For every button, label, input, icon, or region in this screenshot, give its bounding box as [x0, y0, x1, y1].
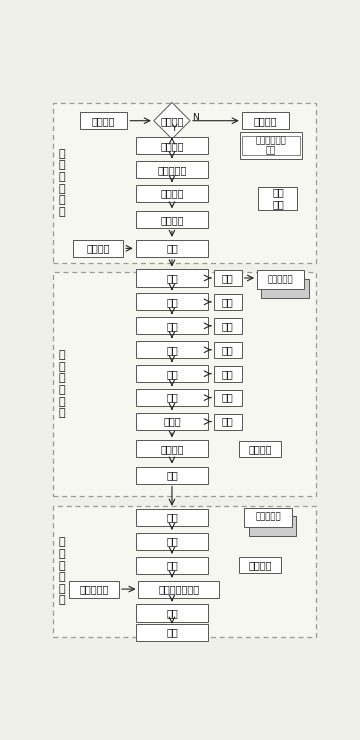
FancyBboxPatch shape — [240, 132, 302, 159]
Text: 称重: 称重 — [222, 393, 234, 403]
Text: 拒绝进入: 拒绝进入 — [254, 115, 277, 126]
Text: 去内脏: 去内脏 — [163, 417, 181, 426]
Text: 扫码: 扫码 — [166, 608, 178, 618]
Polygon shape — [154, 102, 190, 139]
Text: 检疫核查: 检疫核查 — [160, 115, 184, 126]
Text: 进入待宰区: 进入待宰区 — [157, 165, 186, 175]
FancyBboxPatch shape — [244, 508, 292, 527]
FancyBboxPatch shape — [136, 624, 208, 641]
Text: 挂钩标签: 挂钩标签 — [86, 243, 110, 253]
Text: 分割: 分割 — [166, 512, 178, 522]
FancyBboxPatch shape — [136, 389, 208, 406]
Text: 上流水线: 上流水线 — [160, 189, 184, 198]
FancyBboxPatch shape — [136, 293, 208, 311]
Text: 酮体称重: 酮体称重 — [160, 444, 184, 454]
FancyBboxPatch shape — [136, 212, 208, 229]
Text: N: N — [192, 112, 199, 122]
FancyBboxPatch shape — [214, 342, 242, 357]
Text: 称重: 称重 — [222, 273, 234, 283]
FancyBboxPatch shape — [136, 161, 208, 178]
FancyBboxPatch shape — [139, 581, 219, 598]
Text: 宰
前
准
备
阶
段: 宰 前 准 备 阶 段 — [59, 149, 66, 217]
Text: Y: Y — [171, 124, 177, 133]
FancyBboxPatch shape — [136, 240, 208, 257]
Text: 手持
终端: 手持 终端 — [272, 187, 284, 209]
Text: 放血: 放血 — [166, 273, 178, 283]
Text: 称重: 称重 — [222, 321, 234, 331]
FancyBboxPatch shape — [136, 317, 208, 334]
FancyBboxPatch shape — [249, 517, 296, 536]
FancyBboxPatch shape — [53, 103, 316, 263]
Text: 称重: 称重 — [222, 417, 234, 426]
FancyBboxPatch shape — [136, 365, 208, 383]
Text: 电子耳标: 电子耳标 — [92, 115, 115, 126]
Text: 称重: 称重 — [222, 297, 234, 307]
FancyBboxPatch shape — [53, 506, 316, 637]
FancyBboxPatch shape — [136, 467, 208, 484]
Text: 检疫分拣计量
通道: 检疫分拣计量 通道 — [256, 136, 286, 155]
FancyBboxPatch shape — [136, 533, 208, 550]
Text: 扒皮: 扒皮 — [166, 345, 178, 354]
FancyBboxPatch shape — [242, 112, 289, 130]
FancyBboxPatch shape — [136, 137, 208, 155]
Text: 耳标转换: 耳标转换 — [160, 215, 184, 225]
FancyBboxPatch shape — [69, 581, 119, 598]
Text: 重量核定: 重量核定 — [248, 560, 271, 570]
Text: 去蹄: 去蹄 — [166, 321, 178, 331]
FancyBboxPatch shape — [136, 508, 208, 526]
Text: 酮
体
分
割
阶
段: 酮 体 分 割 阶 段 — [59, 537, 66, 605]
Text: 宰杀: 宰杀 — [166, 243, 178, 253]
FancyBboxPatch shape — [136, 440, 208, 457]
Text: 包装: 包装 — [166, 536, 178, 546]
FancyBboxPatch shape — [214, 318, 242, 334]
Text: 去肺: 去肺 — [166, 393, 178, 403]
FancyBboxPatch shape — [214, 414, 242, 429]
FancyBboxPatch shape — [239, 441, 281, 457]
FancyBboxPatch shape — [257, 270, 305, 289]
FancyBboxPatch shape — [214, 366, 242, 382]
Text: 排酸: 排酸 — [166, 470, 178, 480]
FancyBboxPatch shape — [258, 186, 297, 209]
Text: 去心: 去心 — [166, 369, 178, 379]
Text: 溯源电子秤: 溯源电子秤 — [268, 275, 293, 284]
FancyBboxPatch shape — [80, 112, 127, 130]
FancyBboxPatch shape — [136, 185, 208, 202]
Text: 屠
宰
分
割
阶
段: 屠 宰 分 割 阶 段 — [59, 350, 66, 418]
FancyBboxPatch shape — [136, 556, 208, 574]
Text: 称重: 称重 — [166, 560, 178, 570]
Text: 活体称重: 活体称重 — [160, 141, 184, 151]
Text: 打印二维码标签: 打印二维码标签 — [158, 584, 199, 594]
FancyBboxPatch shape — [53, 272, 316, 497]
FancyBboxPatch shape — [214, 390, 242, 406]
Text: 去头: 去头 — [166, 297, 178, 307]
Text: 重量核定: 重量核定 — [248, 444, 271, 454]
Text: 称重: 称重 — [222, 345, 234, 354]
FancyBboxPatch shape — [214, 294, 242, 310]
FancyBboxPatch shape — [239, 557, 281, 573]
FancyBboxPatch shape — [136, 341, 208, 358]
FancyBboxPatch shape — [136, 605, 208, 622]
FancyBboxPatch shape — [136, 269, 208, 286]
Text: 二维码标签: 二维码标签 — [79, 584, 108, 594]
FancyBboxPatch shape — [136, 413, 208, 430]
FancyBboxPatch shape — [214, 270, 242, 286]
Text: 溯源电子秤: 溯源电子秤 — [255, 513, 281, 522]
Text: 称重: 称重 — [222, 369, 234, 379]
FancyBboxPatch shape — [73, 240, 123, 257]
Text: 入库: 入库 — [166, 628, 178, 637]
FancyBboxPatch shape — [261, 278, 309, 298]
